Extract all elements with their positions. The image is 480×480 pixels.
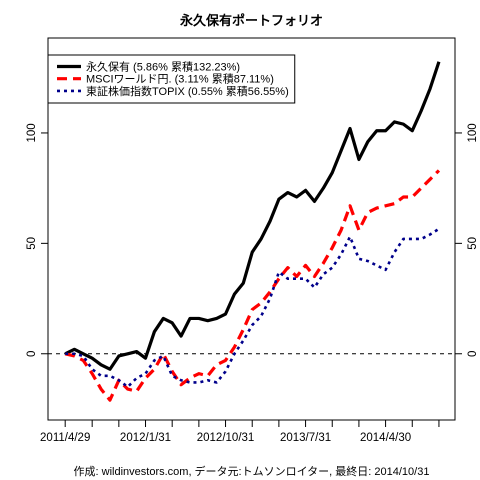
legend-box (47, 54, 296, 104)
y-tick-label-left: 0 (26, 351, 38, 357)
x-tick-label: 2012/1/31 (120, 432, 171, 444)
legend-label: MSCIワールド円. (3.11% 累積87.11%) (86, 72, 274, 86)
series-line-topix (65, 227, 440, 389)
legend-label: 東証株価指数TOPIX (0.55% 累積56.55%) (86, 84, 289, 98)
x-tick-label: 2011/4/29 (40, 432, 90, 444)
y-tick-label-right: 100 (467, 123, 479, 142)
series-line-permanent-portfolio (64, 61, 441, 371)
y-tick-label-right: 0 (467, 351, 479, 357)
legend: 永久保有 (5.86% 累積132.23%)MSCIワールド円. (3.11% … (47, 54, 296, 104)
x-tick-label: 2012/10/31 (197, 432, 255, 444)
axes: 2011/4/29 2012/1/31 2012/10/31 2013/7/31 201… (26, 123, 479, 444)
x-tick-label: 2014/4/30 (360, 432, 411, 444)
y-tick-label-left: 50 (26, 237, 38, 250)
chart-caption: 作成: wildinvestors.com, データ元:トムソンロイター, 最終… (74, 464, 430, 478)
series-line-msci-world-yen (64, 169, 441, 402)
y-tick-label-right: 50 (467, 237, 479, 250)
chart-title: 永久保有ポートフォリオ (179, 13, 323, 28)
legend-label: 永久保有 (5.86% 累積132.23%) (86, 60, 240, 74)
plot-frame (47, 37, 456, 421)
x-tick-label: 2013/7/31 (280, 432, 331, 444)
y-tick-label-left: 100 (26, 123, 38, 142)
plot-area (48, 61, 455, 402)
